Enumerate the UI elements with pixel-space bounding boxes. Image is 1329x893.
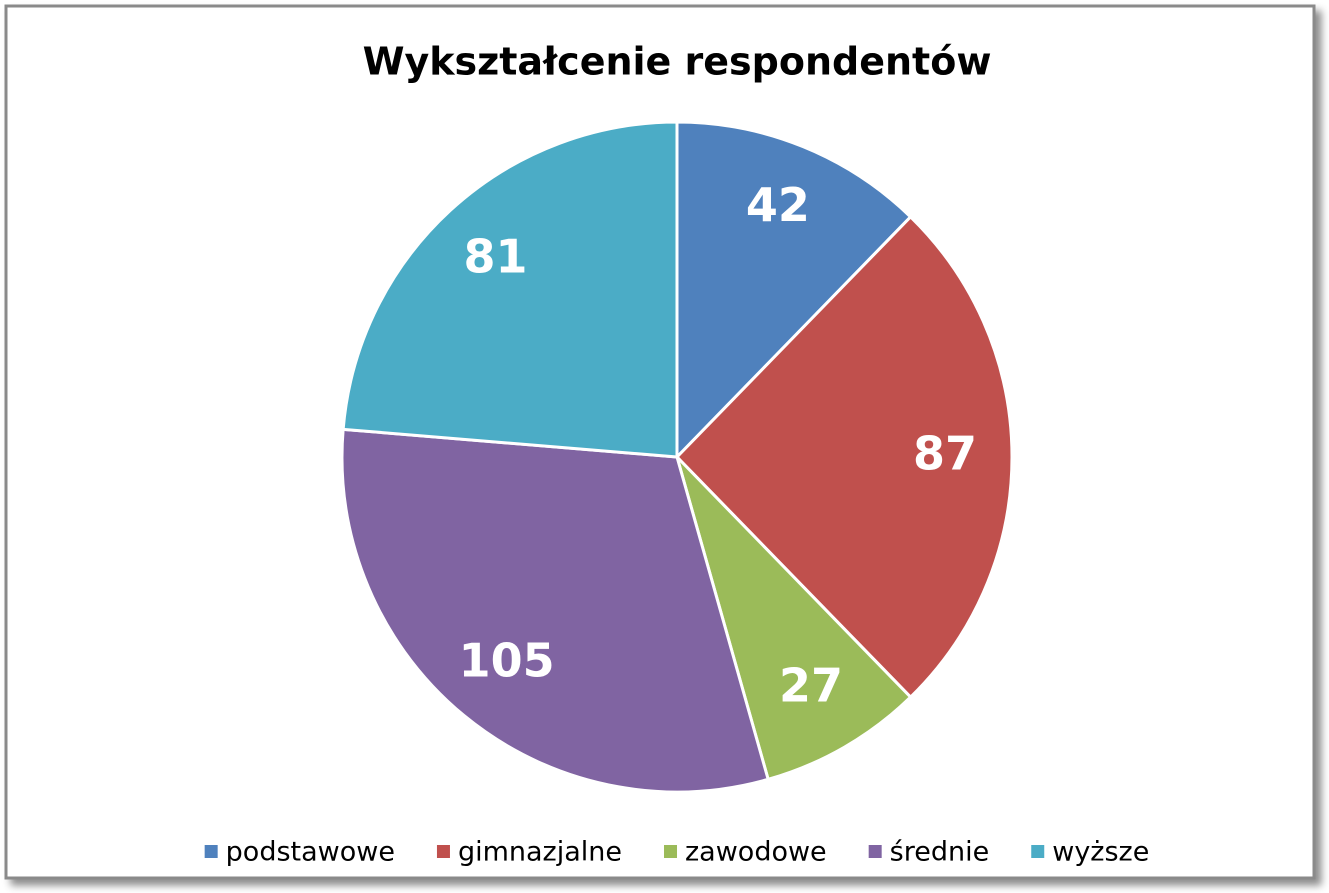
legend-label: wyższe: [1052, 837, 1149, 868]
data-label: 42: [746, 178, 810, 232]
legend: podstawowe gimnazjalne zawodowe średnie wyżs…: [204, 837, 1149, 868]
pie-slice: [674, 214, 1014, 700]
legend-marker: [868, 845, 882, 858]
chart-title: Wykształcenie respondentów: [363, 40, 992, 84]
legend-marker: [204, 845, 218, 858]
pie: 42 87 27 105 81: [340, 120, 1014, 794]
data-label: 105: [459, 633, 555, 687]
pie-slice: [341, 120, 679, 459]
data-label: 87: [913, 427, 977, 481]
legend-marker: [436, 845, 450, 858]
pie-slice: [675, 455, 913, 782]
legend-label: średnie: [890, 837, 990, 868]
legend-marker: [1031, 845, 1045, 858]
legend-label: gimnazjalne: [458, 837, 622, 868]
data-label: 81: [463, 229, 527, 283]
pie-slice: [340, 427, 771, 794]
data-label: 27: [779, 659, 843, 713]
legend-marker: [664, 845, 678, 858]
legend-label: zawodowe: [685, 837, 827, 868]
pie-slice: [675, 120, 913, 461]
legend-label: podstawowe: [226, 837, 395, 868]
